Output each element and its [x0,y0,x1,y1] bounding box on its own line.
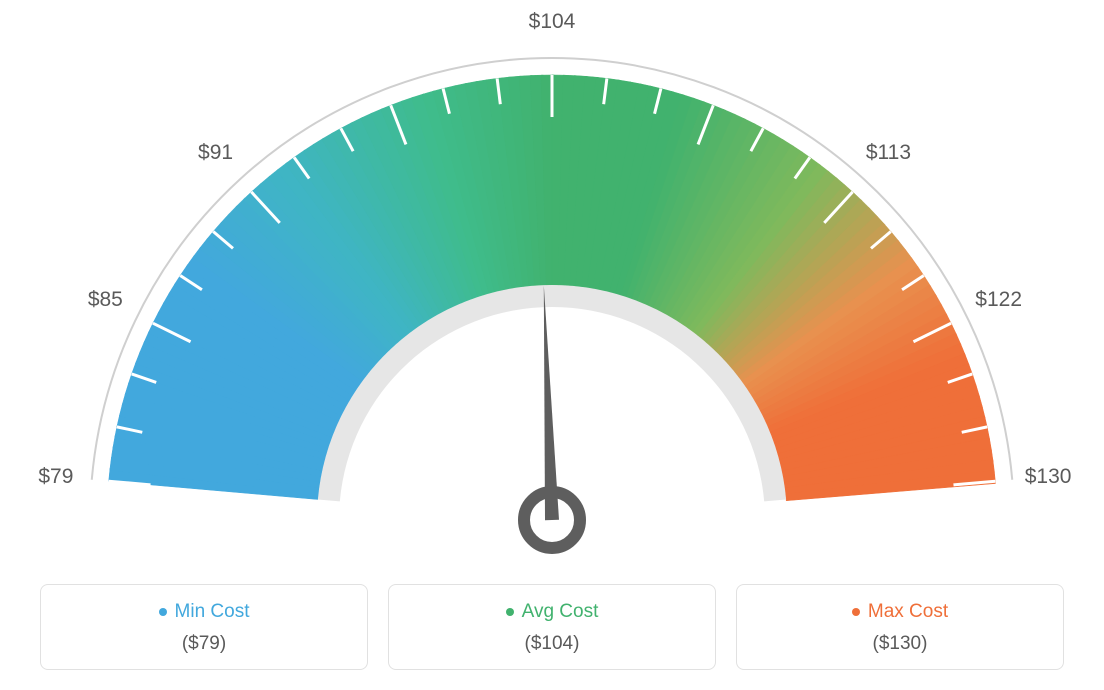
legend-title-max: Max Cost [852,601,948,623]
gauge-svg [0,0,1104,560]
legend-card-max: Max Cost ($130) [736,584,1064,670]
gauge-container: $79 $85 $91 $104 $113 $122 $130 [0,0,1104,560]
gauge-tick-label: $79 [38,465,73,489]
legend-title-min-text: Min Cost [175,601,250,623]
gauge-tick-label: $130 [1025,465,1072,489]
legend-dot-min [159,608,167,616]
legend-dot-avg [506,608,514,616]
legend-title-avg-text: Avg Cost [522,601,599,623]
legend-row: Min Cost ($79) Avg Cost ($104) Max Cost … [40,584,1064,670]
legend-value-min: ($79) [51,633,357,655]
gauge-needle [544,285,559,520]
legend-card-min: Min Cost ($79) [40,584,368,670]
legend-title-avg: Avg Cost [506,601,599,623]
legend-value-max: ($130) [747,633,1053,655]
gauge-tick-label: $91 [198,141,233,165]
gauge-tick-label: $122 [975,288,1022,312]
legend-value-avg: ($104) [399,633,705,655]
gauge-tick-label: $113 [866,141,911,165]
legend-card-avg: Avg Cost ($104) [388,584,716,670]
gauge-tick-label: $85 [88,288,123,312]
legend-dot-max [852,608,860,616]
gauge-tick-label: $104 [529,10,576,34]
legend-title-min: Min Cost [159,601,250,623]
legend-title-max-text: Max Cost [868,601,948,623]
